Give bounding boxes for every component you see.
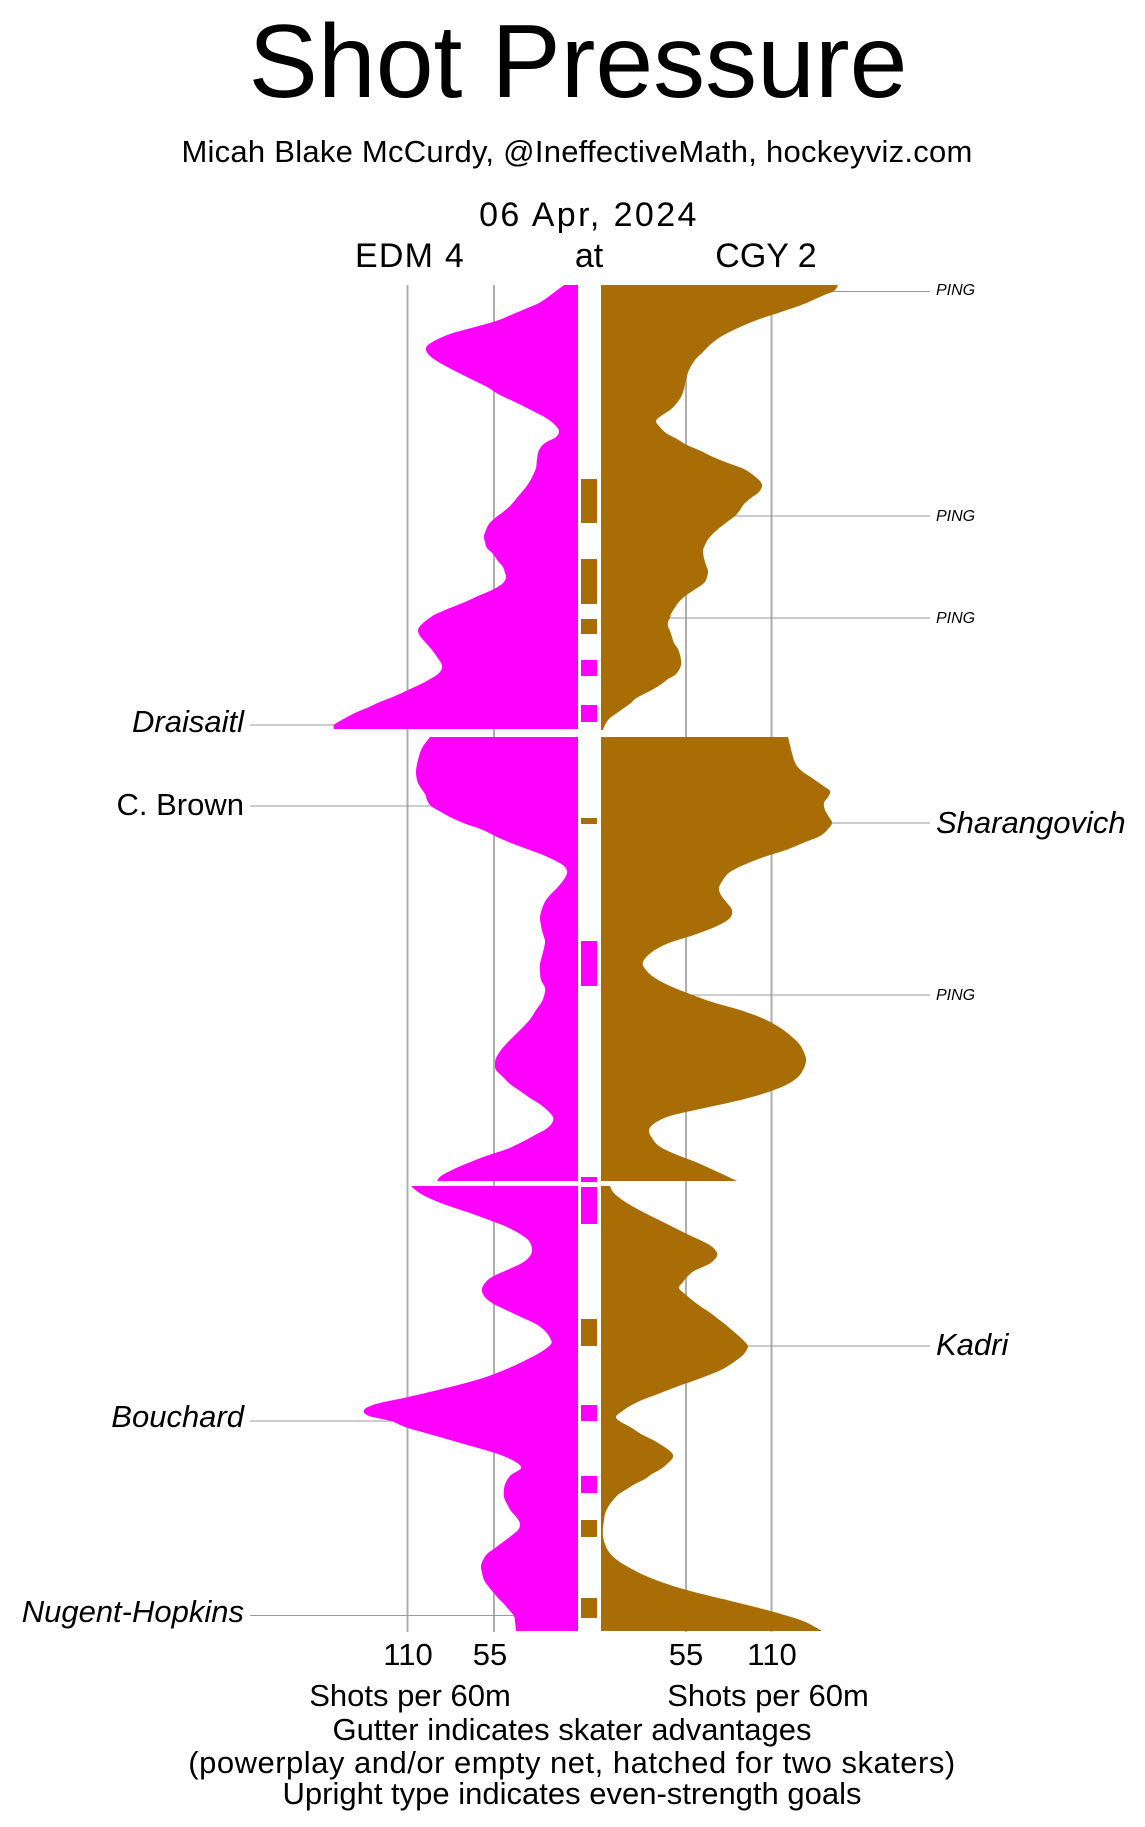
svg-text:Gutter indicates skater advant: Gutter indicates skater advantages — [332, 1712, 811, 1747]
svg-text:PING: PING — [936, 987, 975, 1004]
svg-text:CGY 2: CGY 2 — [715, 237, 816, 275]
svg-text:110: 110 — [747, 1637, 796, 1672]
svg-text:C. Brown: C. Brown — [117, 787, 244, 822]
svg-text:at: at — [575, 237, 604, 275]
svg-text:55: 55 — [669, 1637, 703, 1672]
svg-text:55: 55 — [473, 1637, 507, 1672]
svg-text:(powerplay and/or empty net, h: (powerplay and/or empty net, hatched for… — [188, 1745, 955, 1780]
svg-text:Sharangovich: Sharangovich — [936, 805, 1126, 840]
svg-text:Shots per 60m: Shots per 60m — [667, 1678, 869, 1713]
svg-text:Draisaitl: Draisaitl — [132, 704, 245, 739]
svg-text:Nugent-Hopkins: Nugent-Hopkins — [22, 1594, 244, 1629]
svg-text:EDM 4: EDM 4 — [355, 237, 465, 275]
svg-text:Shots per 60m: Shots per 60m — [309, 1678, 511, 1713]
svg-text:PING: PING — [936, 282, 975, 299]
svg-text:06 Apr, 2024: 06 Apr, 2024 — [479, 196, 699, 234]
svg-text:PING: PING — [936, 508, 975, 525]
svg-text:Micah Blake McCurdy, @Ineffect: Micah Blake McCurdy, @IneffectiveMath, h… — [181, 134, 972, 169]
svg-text:Bouchard: Bouchard — [111, 1399, 245, 1434]
svg-text:Upright type indicates even-st: Upright type indicates even-strength goa… — [283, 1776, 862, 1811]
svg-text:Kadri: Kadri — [936, 1327, 1009, 1362]
svg-text:PING: PING — [936, 610, 975, 627]
svg-text:Shot Pressure: Shot Pressure — [249, 4, 908, 120]
svg-text:110: 110 — [383, 1637, 432, 1672]
